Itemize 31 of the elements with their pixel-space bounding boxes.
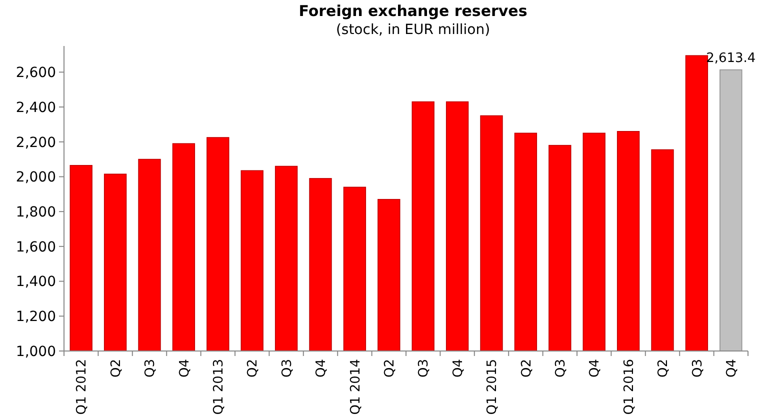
y-tick-label: 1,200 xyxy=(16,309,56,326)
y-tick-label: 2,600 xyxy=(16,65,56,82)
x-tick-label: Q4 xyxy=(724,359,740,378)
y-tick-label: 1,800 xyxy=(16,204,56,220)
x-tick-label: Q4 xyxy=(450,359,466,378)
y-tick-label: 2,000 xyxy=(16,170,56,186)
y-tick-label: 1,400 xyxy=(16,274,56,290)
x-tick-label: Q4 xyxy=(588,359,603,378)
x-tick-label: Q3 xyxy=(690,359,706,378)
x-tick-label: Q2 xyxy=(246,359,261,378)
x-tick-label: Q2 xyxy=(382,359,398,378)
x-tick-label: Q3 xyxy=(280,359,295,378)
y-tick-label: 1,600 xyxy=(16,239,56,256)
x-tick-label: Q2 xyxy=(656,359,672,378)
y-tick-label: 1,000 xyxy=(16,344,56,360)
x-tick-label: Q3 xyxy=(143,359,158,378)
chart-title: Foreign exchange reserves xyxy=(298,2,528,20)
x-tick-label: Q4 xyxy=(177,359,192,378)
x-tick-label: Q2 xyxy=(108,359,124,378)
y-tick-label: 2,200 xyxy=(16,134,56,151)
x-tick-label: Q1 2012 xyxy=(74,359,90,415)
x-tick-label: Q1 2013 xyxy=(211,359,226,415)
x-tick-label: Q1 2016 xyxy=(622,359,637,415)
y-tick-label: 2,400 xyxy=(16,100,56,116)
x-tick-label: Q4 xyxy=(314,359,330,378)
x-tick-label: Q3 xyxy=(416,359,432,378)
x-tick-label: Q3 xyxy=(553,359,568,378)
x-tick-label: Q1 2015 xyxy=(485,359,500,415)
x-tick-label: Q2 xyxy=(519,359,534,378)
x-tick-label: Q1 2014 xyxy=(348,359,364,415)
chart-subtitle: (stock, in EUR million) xyxy=(336,22,490,38)
